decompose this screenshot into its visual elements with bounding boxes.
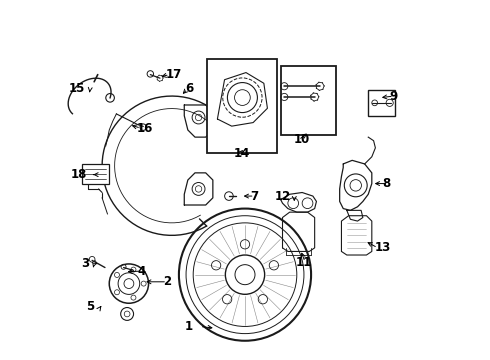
Bar — [281, 66, 336, 135]
Text: 12: 12 — [274, 190, 291, 203]
Text: 16: 16 — [137, 122, 153, 135]
Text: 8: 8 — [383, 177, 391, 190]
Text: 10: 10 — [294, 134, 310, 147]
Text: 2: 2 — [163, 275, 171, 288]
Text: 3: 3 — [81, 257, 90, 270]
Text: 18: 18 — [71, 168, 87, 181]
Bar — [368, 90, 395, 116]
Bar — [82, 164, 109, 184]
Text: 17: 17 — [166, 68, 182, 81]
Text: 6: 6 — [185, 82, 193, 95]
Text: 9: 9 — [390, 90, 398, 103]
Text: 1: 1 — [185, 320, 193, 333]
Text: 14: 14 — [234, 147, 250, 160]
Text: 4: 4 — [138, 265, 146, 278]
Text: 15: 15 — [69, 82, 85, 95]
Text: 5: 5 — [86, 300, 94, 313]
Bar — [207, 59, 277, 153]
Text: 13: 13 — [374, 241, 391, 255]
Text: 11: 11 — [296, 256, 312, 269]
Text: 7: 7 — [250, 190, 259, 203]
